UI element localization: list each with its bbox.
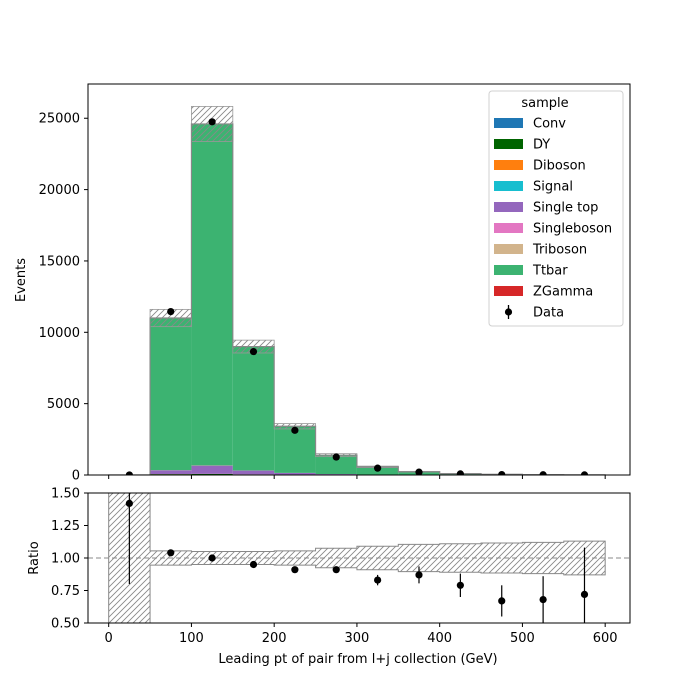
- bar-single-top: [274, 472, 316, 475]
- legend-swatch-zgamma: [494, 286, 523, 296]
- ratio-point: [498, 597, 506, 605]
- data-point: [415, 468, 423, 475]
- main-plot-area: [108, 106, 606, 475]
- x-axis-label: Leading pt of pair from l+j collection (…: [218, 652, 497, 667]
- legend: sample Conv DY Diboson Signal Single top Singl…: [488, 90, 624, 327]
- legend-swatch-dy: [494, 139, 523, 149]
- ratio-y-tick-label: 0.50: [51, 617, 80, 632]
- ratio-point: [167, 549, 175, 557]
- legend-title: sample: [521, 96, 568, 111]
- main-y-axis-label: Events: [14, 258, 29, 302]
- legend-swatch-single-top: [494, 202, 523, 212]
- x-tick-label: 600: [593, 631, 618, 646]
- ratio-y-tick-label: 1.50: [51, 487, 80, 502]
- ratio-y-tick-label: 0.75: [51, 584, 80, 599]
- legend-swatch-conv: [494, 118, 523, 128]
- legend-swatch-diboson: [494, 160, 523, 170]
- y-tick-label: 10000: [39, 326, 80, 341]
- ratio-band-upper-edge: [108, 493, 606, 558]
- main-y-axis: 0 5000 10000 15000 20000 25000: [39, 112, 88, 484]
- legend-label-singleboson: Singleboson: [533, 222, 612, 237]
- ratio-uncertainty-band: [274, 550, 316, 566]
- ratio-point: [374, 576, 382, 584]
- ratio-y-axis-label: Ratio: [27, 541, 42, 574]
- x-tick-label: 400: [427, 631, 452, 646]
- y-tick-label: 20000: [39, 183, 80, 198]
- main-panel: 0 5000 10000 15000 20000 25000 Events sample C…: [14, 83, 631, 484]
- legend-data-marker: [504, 308, 513, 316]
- ratio-x-axis: 0 100 200 300 400 500 600: [105, 623, 618, 646]
- data-point: [539, 471, 547, 475]
- bar-ttbar: [191, 123, 233, 466]
- data-point: [167, 308, 175, 316]
- bar-ttbar: [315, 455, 357, 475]
- ratio-point: [415, 571, 423, 579]
- y-tick-label: 0: [72, 469, 80, 484]
- x-tick-label: 500: [510, 631, 535, 646]
- ratio-y-axis: 0.50 0.75 1.00 1.25 1.50: [51, 487, 88, 632]
- bar-single-top: [191, 465, 233, 474]
- x-tick-label: 0: [105, 631, 113, 646]
- legend-swatch-ttbar: [494, 265, 523, 275]
- ratio-point: [125, 499, 133, 507]
- ratio-y-tick-label: 1.25: [51, 519, 80, 534]
- x-tick-label: 300: [345, 631, 370, 646]
- data-point: [374, 464, 382, 472]
- x-tick-label: 100: [179, 631, 204, 646]
- main-axes-frame: [87, 83, 631, 476]
- ratio-uncertainty-band: [232, 551, 275, 565]
- data-point: [291, 426, 299, 434]
- ratio-point: [580, 590, 589, 599]
- ratio-band-lower-edge: [108, 558, 606, 623]
- bar-single-top: [232, 470, 275, 475]
- bar-single-top: [315, 474, 357, 475]
- ratio-y-tick-label: 1.00: [51, 552, 80, 567]
- ratio-point: [539, 596, 547, 604]
- data-point: [249, 347, 258, 356]
- y-tick-label: 25000: [39, 112, 80, 127]
- legend-label-ttbar: Ttbar: [532, 264, 568, 279]
- bar-ttbar: [274, 426, 316, 473]
- legend-swatch-signal: [494, 181, 523, 191]
- legend-swatch-singleboson: [494, 223, 523, 233]
- y-tick-label: 5000: [47, 397, 80, 412]
- data-point: [580, 471, 589, 475]
- ratio-point: [208, 554, 216, 562]
- legend-label-data: Data: [533, 306, 564, 321]
- legend-label-conv: Conv: [533, 117, 566, 132]
- legend-label-diboson: Diboson: [533, 159, 586, 174]
- data-point: [125, 471, 133, 475]
- legend-swatch-triboson: [494, 244, 523, 254]
- data-point: [332, 453, 340, 461]
- y-tick-label: 15000: [39, 254, 80, 269]
- bar-single-top: [150, 470, 192, 475]
- legend-label-triboson: Triboson: [532, 243, 587, 258]
- ratio-panel: 0.50 0.75 1.00 1.25 1.50 0 100 200 300 400 500 600…: [27, 487, 631, 646]
- bar-ttbar: [150, 318, 192, 471]
- legend-label-zgamma: ZGamma: [533, 285, 593, 300]
- legend-label-single-top: Single top: [533, 201, 598, 216]
- ratio-plot-area: [88, 493, 630, 623]
- data-point: [456, 470, 464, 475]
- x-tick-label: 200: [262, 631, 287, 646]
- ratio-point: [249, 560, 258, 569]
- legend-label-signal: Signal: [533, 180, 573, 195]
- ratio-point: [456, 581, 464, 589]
- legend-label-dy: DY: [533, 138, 550, 153]
- data-point: [498, 470, 506, 475]
- data-point: [208, 118, 216, 126]
- main-x-axis: [108, 475, 606, 479]
- bar-ttbar: [232, 346, 275, 471]
- ratio-point: [332, 566, 340, 574]
- ratio-point: [291, 566, 299, 574]
